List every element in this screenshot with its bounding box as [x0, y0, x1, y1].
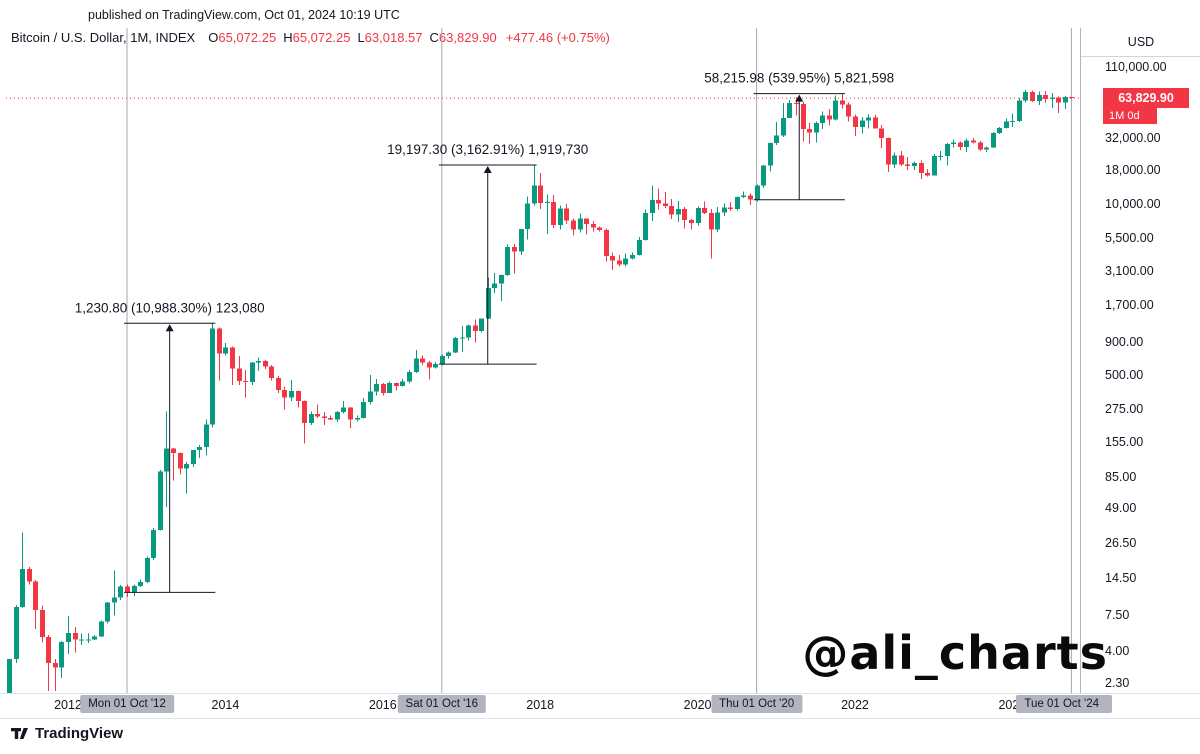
- measurement-label: 1,230.80 (10,988.30%) 123,080: [75, 300, 265, 315]
- open-label: O: [208, 30, 219, 45]
- high-value: 65,072.25: [292, 30, 351, 45]
- open-value: 65,072.25: [218, 30, 277, 45]
- price-tick-label: 4.00: [1105, 644, 1130, 659]
- date-marker-badge: Mon 01 Oct '12: [80, 695, 174, 713]
- price-axis[interactable]: USD 110,000.00 32,000.00 18,000.00 10,000.0…: [1080, 28, 1200, 717]
- date-marker-badge: Thu 01 Oct '20: [711, 695, 803, 713]
- footer-brand[interactable]: TradingView: [35, 725, 124, 742]
- price-tick-label: 85.00: [1105, 469, 1137, 484]
- price-tick-label: 900.00: [1105, 334, 1144, 349]
- year-label: 2014: [211, 698, 240, 712]
- footer: TradingView: [10, 724, 123, 743]
- bar-countdown: 1M 0d: [1103, 108, 1157, 124]
- year-label: 2020: [683, 698, 712, 712]
- price-tick-label: 1,700.00: [1105, 298, 1154, 313]
- time-axis[interactable]: 2012 2014 2016 2018 2020 2022 2024 Mon 01 Oct …: [0, 693, 1200, 719]
- last-price-value: 63,829.90: [1103, 88, 1189, 108]
- low-label: L: [357, 30, 365, 45]
- price-tick-label: 110,000.00: [1105, 60, 1167, 74]
- symbol-legend: Bitcoin / U.S. Dollar, 1M, INDEX O65,072.…: [11, 30, 610, 45]
- measurement-label: 19,197.30 (3,162.91%) 1,919,730: [387, 142, 588, 157]
- measurement-label: 58,215.98 (539.95%) 5,821,598: [704, 71, 894, 86]
- last-price-badge: 63,829.90 1M 0d: [1103, 88, 1189, 124]
- price-tick-label: 49.00: [1105, 501, 1137, 516]
- price-tick-label: 7.50: [1105, 608, 1130, 623]
- price-tick-label: 3,100.00: [1105, 263, 1154, 278]
- price-tick-label: 275.00: [1105, 402, 1144, 417]
- date-marker-badge: Sat 01 Oct '16: [397, 695, 487, 713]
- close-label: C: [429, 30, 439, 45]
- price-tick-label: 32,000.00: [1105, 130, 1161, 145]
- price-tick-label: 155.00: [1105, 435, 1144, 450]
- date-marker-badge: Tue 01 Oct '24: [1016, 695, 1113, 713]
- tradingview-logo-icon[interactable]: [10, 724, 29, 743]
- currency-label: USD: [1127, 35, 1155, 49]
- price-chart-canvas[interactable]: 1,230.80 (10,988.30%) 123,080 19,197.30 (…: [0, 0, 1080, 717]
- price-tick-label: 14.50: [1105, 570, 1137, 585]
- currency-box[interactable]: USD: [1081, 28, 1200, 57]
- price-tick-label: 500.00: [1105, 368, 1144, 383]
- year-label: 2022: [841, 698, 869, 712]
- close-value: 63,829.90: [438, 30, 497, 45]
- price-tick-label: 18,000.00: [1105, 163, 1161, 178]
- year-label: 2018: [526, 698, 555, 712]
- high-label: H: [283, 30, 293, 45]
- price-tick-label: 2.30: [1105, 675, 1130, 690]
- price-tick-label: 10,000.00: [1105, 197, 1161, 212]
- watermark: @ali_charts: [802, 626, 1108, 680]
- year-label: 2012: [54, 698, 82, 712]
- low-value: 63,018.57: [364, 30, 423, 45]
- symbol-title[interactable]: Bitcoin / U.S. Dollar, 1M, INDEX: [11, 30, 196, 45]
- year-label: 2016: [368, 698, 397, 712]
- price-tick-label: 5,500.00: [1105, 231, 1154, 246]
- published-line: published on TradingView.com, Oct 01, 20…: [88, 8, 400, 22]
- price-tick-label: 26.50: [1105, 536, 1137, 551]
- change-value: +477.46 (+0.75%): [505, 30, 610, 45]
